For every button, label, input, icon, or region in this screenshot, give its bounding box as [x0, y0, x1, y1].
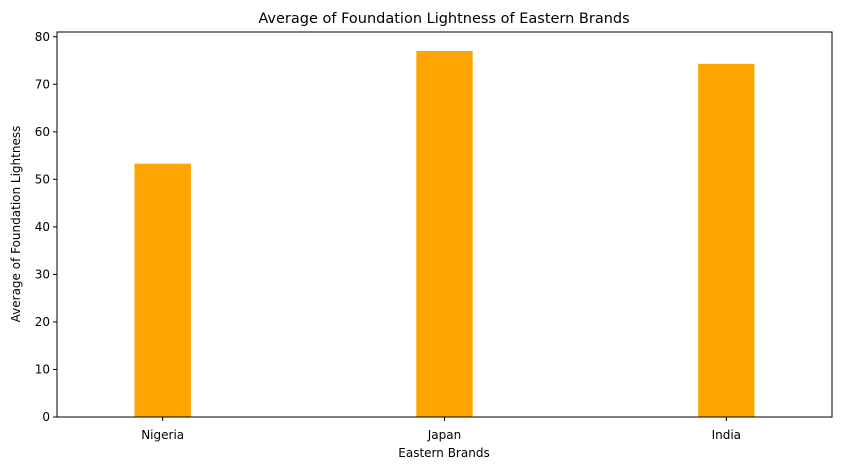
- y-tick-label: 30: [35, 267, 50, 281]
- plot-frame: [56, 31, 833, 418]
- y-tick-label: 20: [35, 315, 50, 329]
- x-axis-ticks: Nigeria Japan India: [141, 417, 741, 442]
- y-tick-label: 80: [35, 30, 50, 44]
- bar-nigeria: [134, 163, 191, 417]
- y-tick-label: 0: [42, 410, 50, 424]
- x-tick-label: Japan: [427, 428, 461, 442]
- y-tick-label: 50: [35, 172, 50, 186]
- y-tick-label: 60: [35, 125, 50, 139]
- x-tick-label: Nigeria: [141, 428, 184, 442]
- bars: [134, 51, 755, 418]
- chart-title: Average of Foundation Lightness of Easte…: [258, 11, 629, 27]
- y-axis-ticks: 0 10 20 30 40 50 60 70 80: [35, 30, 57, 424]
- y-tick-label: 40: [35, 220, 50, 234]
- y-tick-label: 10: [35, 362, 50, 376]
- x-tick-label: India: [712, 428, 741, 442]
- x-axis-label: Eastern Brands: [398, 446, 489, 460]
- bar-india: [698, 63, 755, 418]
- bar-japan: [416, 51, 473, 418]
- y-tick-label: 70: [35, 77, 50, 91]
- y-axis-label: Average of Foundation Lightness: [9, 126, 23, 323]
